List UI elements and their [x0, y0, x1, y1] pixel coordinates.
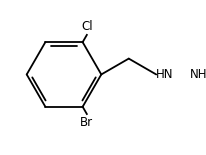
Text: NH₂: NH₂	[190, 68, 206, 81]
Text: HN: HN	[156, 68, 174, 81]
Text: Cl: Cl	[81, 20, 93, 33]
Text: Br: Br	[80, 115, 93, 128]
